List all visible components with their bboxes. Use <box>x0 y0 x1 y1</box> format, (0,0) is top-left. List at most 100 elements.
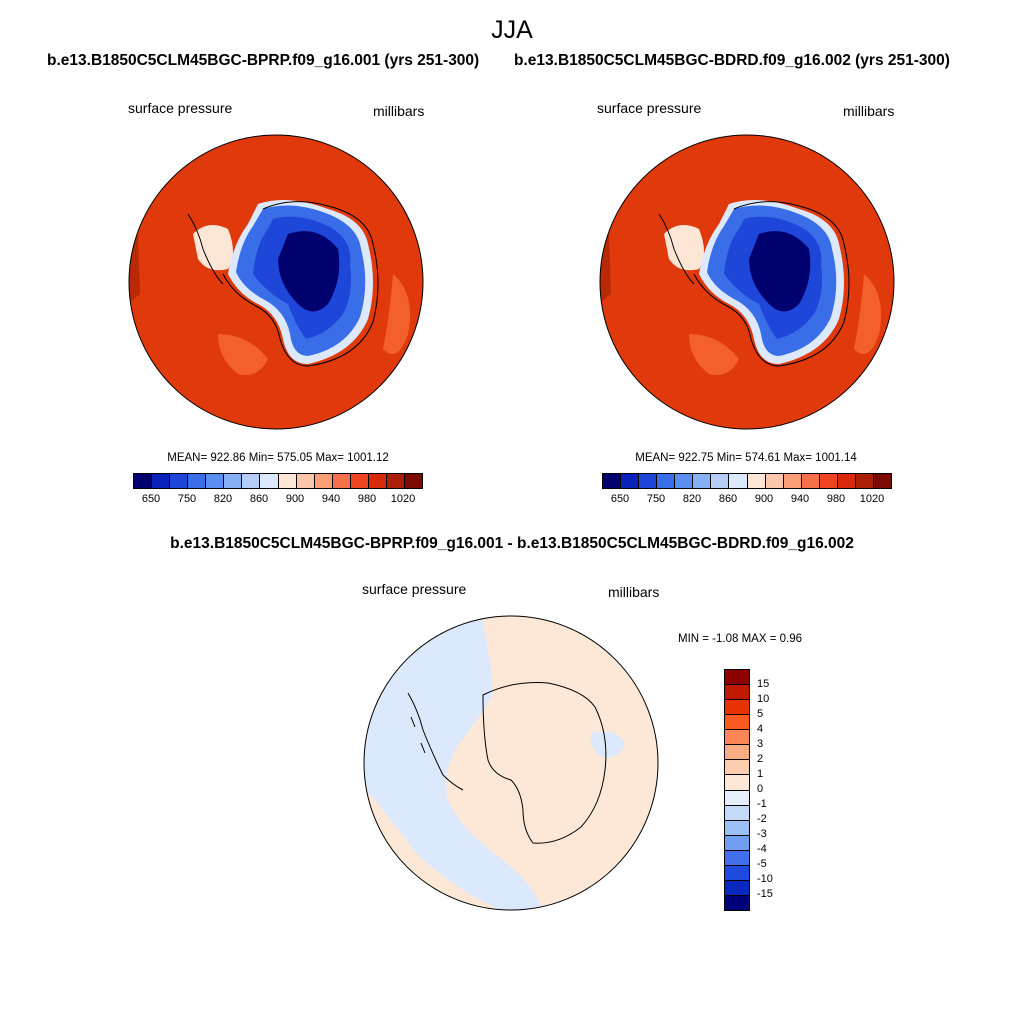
right-colorbar-swatch <box>711 474 730 488</box>
diff-colorbar-tick-label: -4 <box>757 843 767 855</box>
left-colorbar-tick-label: 860 <box>249 493 269 505</box>
diff-colorbar-tick-label: -2 <box>757 813 767 825</box>
left-colorbar-swatch <box>314 474 333 488</box>
diff-colorbar-tick-label: 2 <box>757 753 764 765</box>
left-colorbar-swatch <box>188 474 207 488</box>
right-colorbar-swatch <box>855 474 874 488</box>
right-polar-map <box>599 134 895 430</box>
diff-colorbar-swatch <box>725 670 749 686</box>
diff-colorbar-swatch <box>725 805 749 821</box>
right-colorbar-swatch <box>729 474 748 488</box>
diff-variable-label: surface pressure <box>362 581 467 597</box>
diff-colorbar-ticks: 15 10 5 4 3 2 1 0 -1 -2 -3 -4 -5 -10 -15 <box>757 669 797 909</box>
left-colorbar <box>133 473 423 489</box>
right-colorbar-swatch <box>819 474 838 488</box>
left-polar-map <box>128 134 424 430</box>
diff-colorbar-tick-label: 5 <box>757 708 764 720</box>
diff-colorbar-tick-label: 15 <box>757 678 770 690</box>
right-colorbar-tick-label: 980 <box>826 493 846 505</box>
left-colorbar-swatch <box>170 474 189 488</box>
diff-colorbar-tick-label: 4 <box>757 723 764 735</box>
right-colorbar-swatch <box>657 474 676 488</box>
diff-colorbar-tick-label: -10 <box>757 873 773 885</box>
left-colorbar-swatch <box>206 474 225 488</box>
diff-colorbar-swatch <box>725 865 749 881</box>
right-stats: MEAN= 922.75 Min= 574.61 Max= 1001.14 <box>635 452 857 464</box>
right-colorbar-swatch <box>675 474 694 488</box>
diff-units-label: millibars <box>608 584 660 600</box>
left-colorbar-swatch <box>260 474 279 488</box>
diff-colorbar <box>724 669 750 911</box>
diff-colorbar-swatch <box>725 850 749 866</box>
right-colorbar <box>602 473 892 489</box>
left-stats: MEAN= 922.86 Min= 575.05 Max= 1001.12 <box>167 452 389 464</box>
right-colorbar-tick-label: 650 <box>610 493 630 505</box>
main-title: JJA <box>491 16 533 44</box>
diff-colorbar-swatch <box>725 745 749 761</box>
diff-colorbar-swatch <box>725 880 749 896</box>
left-colorbar-tick-label: 980 <box>357 493 377 505</box>
left-colorbar-swatch <box>368 474 387 488</box>
right-colorbar-tick-label: 1020 <box>859 493 885 505</box>
diff-colorbar-swatch <box>725 760 749 776</box>
right-colorbar-swatch <box>621 474 640 488</box>
right-colorbar-swatch <box>783 474 802 488</box>
right-colorbar-swatch <box>693 474 712 488</box>
left-colorbar-swatch <box>242 474 261 488</box>
diff-colorbar-tick-label: 3 <box>757 738 764 750</box>
diff-colorbar-swatch <box>725 715 749 731</box>
difference-title: b.e13.B1850C5CLM45BGC-BPRP.f09_g16.001 -… <box>170 535 854 552</box>
left-colorbar-tick-label: 900 <box>285 493 305 505</box>
left-colorbar-tick-label: 940 <box>321 493 341 505</box>
left-variable-label: surface pressure <box>128 100 233 116</box>
right-colorbar-swatch <box>837 474 856 488</box>
left-colorbar-tick-label: 820 <box>213 493 233 505</box>
diff-colorbar-swatch <box>725 895 749 910</box>
right-colorbar-ticks: 650 750 820 860 900 940 980 1020 <box>602 493 890 507</box>
right-colorbar-tick-label: 820 <box>682 493 702 505</box>
right-colorbar-tick-label: 750 <box>646 493 666 505</box>
left-colorbar-swatch <box>296 474 315 488</box>
right-colorbar-swatch <box>603 474 622 488</box>
left-colorbar-swatch <box>350 474 369 488</box>
diff-colorbar-swatch <box>725 730 749 746</box>
diff-colorbar-swatch <box>725 685 749 701</box>
diff-colorbar-swatch <box>725 700 749 716</box>
left-case-title: b.e13.B1850C5CLM45BGC-BPRP.f09_g16.001 (… <box>47 52 480 69</box>
left-colorbar-tick-label: 1020 <box>390 493 416 505</box>
diff-colorbar-tick-label: 1 <box>757 768 764 780</box>
right-colorbar-swatch <box>801 474 820 488</box>
diff-colorbar-tick-label: -5 <box>757 858 767 870</box>
left-colorbar-swatch <box>404 474 422 488</box>
diff-colorbar-swatch <box>725 820 749 836</box>
left-colorbar-swatch <box>332 474 351 488</box>
left-colorbar-ticks: 650 750 820 860 900 940 980 1020 <box>133 493 421 507</box>
left-colorbar-swatch <box>386 474 405 488</box>
diff-stats: MIN = -1.08 MAX = 0.96 <box>678 633 803 645</box>
diff-colorbar-swatch <box>725 775 749 791</box>
diff-colorbar-swatch <box>725 790 749 806</box>
right-case-title: b.e13.B1850C5CLM45BGC-BDRD.f09_g16.002 (… <box>514 52 950 69</box>
right-colorbar-tick-label: 860 <box>718 493 738 505</box>
right-colorbar-tick-label: 900 <box>754 493 774 505</box>
left-colorbar-tick-label: 750 <box>177 493 197 505</box>
right-colorbar-swatch <box>765 474 784 488</box>
diff-colorbar-tick-label: -3 <box>757 828 767 840</box>
right-colorbar-swatch <box>873 474 891 488</box>
left-colorbar-tick-label: 650 <box>141 493 161 505</box>
diff-colorbar-tick-label: -1 <box>757 798 767 810</box>
right-units-label: millibars <box>843 103 895 119</box>
right-colorbar-swatch <box>639 474 658 488</box>
diff-colorbar-tick-label: -15 <box>757 888 773 900</box>
diff-colorbar-swatch <box>725 835 749 851</box>
left-colorbar-swatch <box>224 474 243 488</box>
left-colorbar-swatch <box>134 474 153 488</box>
left-colorbar-swatch <box>152 474 171 488</box>
right-variable-label: surface pressure <box>597 100 702 116</box>
diff-colorbar-tick-label: 0 <box>757 783 764 795</box>
right-colorbar-tick-label: 940 <box>790 493 810 505</box>
left-colorbar-swatch <box>278 474 297 488</box>
diff-colorbar-tick-label: 10 <box>757 693 770 705</box>
difference-polar-map <box>363 615 659 911</box>
right-colorbar-swatch <box>747 474 766 488</box>
